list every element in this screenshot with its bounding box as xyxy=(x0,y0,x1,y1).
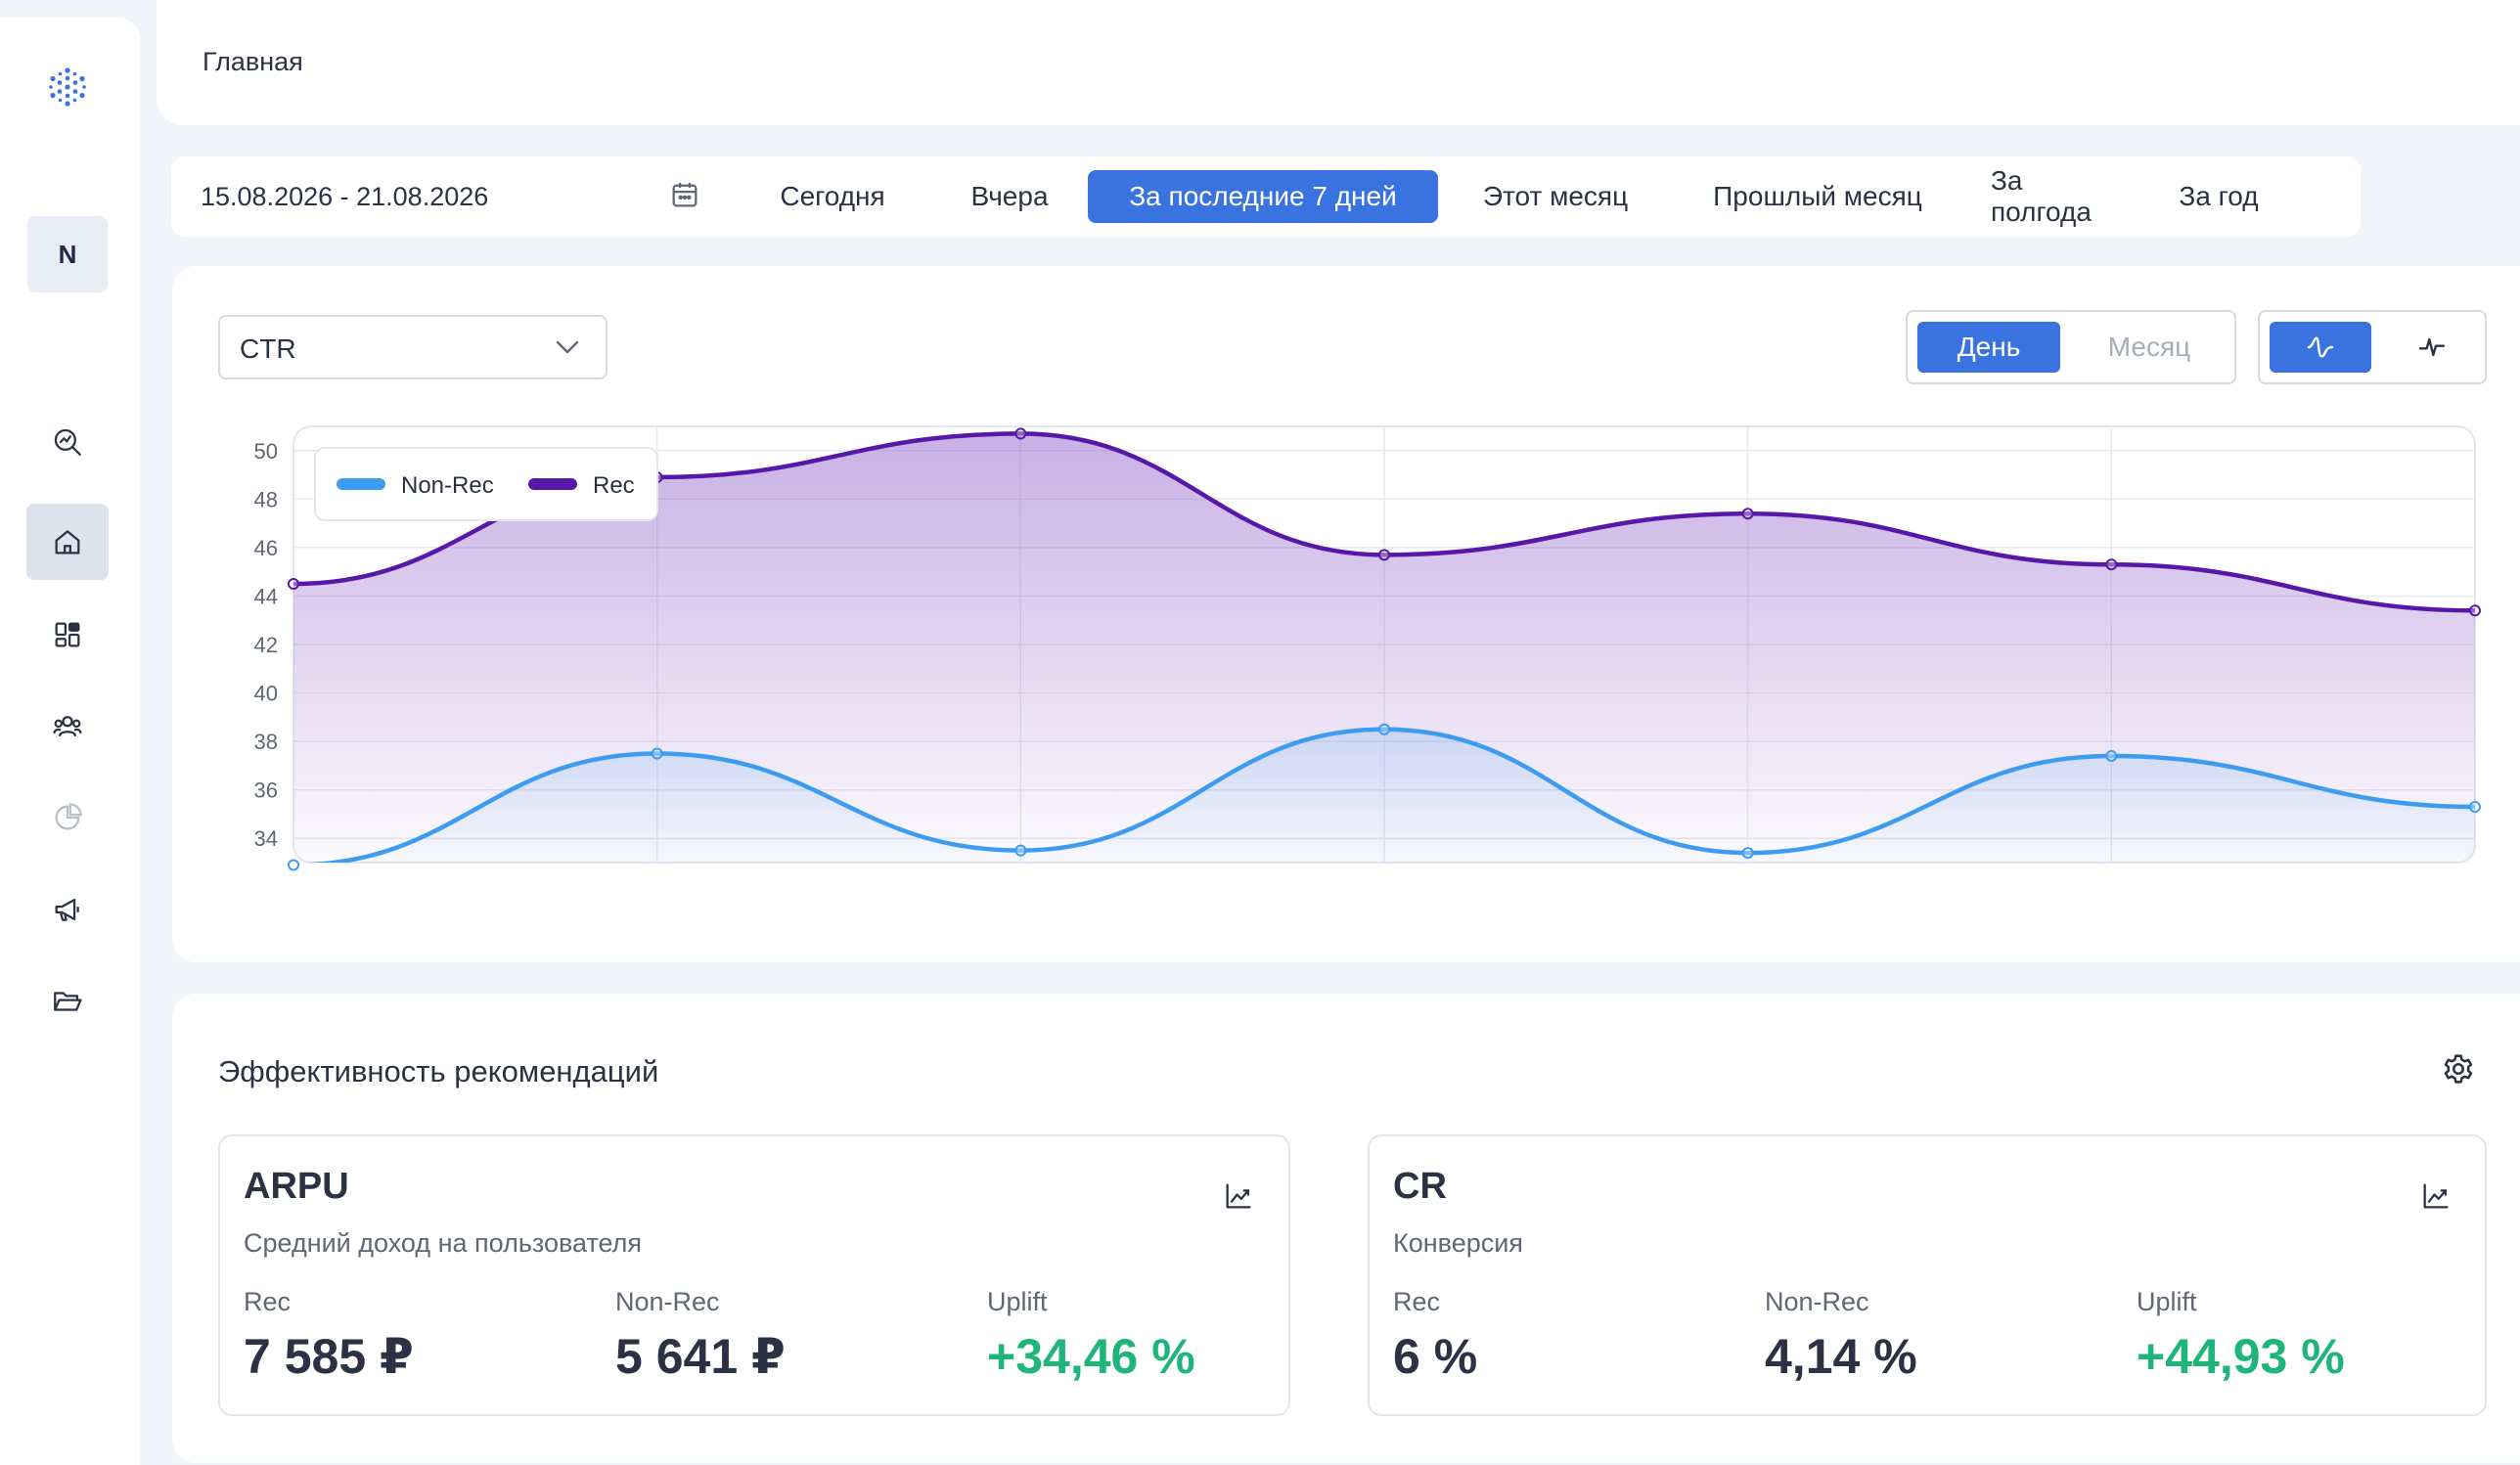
legend-swatch-non-rec xyxy=(337,478,385,490)
y-tick-label: 44 xyxy=(254,584,278,608)
folder-icon xyxy=(54,992,82,1011)
chart-style-toggle xyxy=(2258,310,2487,384)
chart-legend: Non-Rec Rec xyxy=(314,447,658,521)
data-point-rec xyxy=(1378,549,1390,561)
gear-icon[interactable] xyxy=(2440,1050,2477,1088)
legend-swatch-rec xyxy=(528,478,577,490)
kpi-rec-value: 6 % xyxy=(1393,1329,1478,1384)
home-icon xyxy=(55,530,80,555)
kpi-nonrec-value: 5 641 ₽ xyxy=(615,1329,786,1384)
kpi-subtitle: Конверсия xyxy=(1393,1228,1523,1258)
sidebar-item-home[interactable] xyxy=(26,504,109,580)
page-title: Главная xyxy=(202,47,303,76)
linear-line-icon xyxy=(2418,337,2446,357)
ctr-chart: 34 36 38 40 42 44 46 48 50 Non-Rec Rec xyxy=(254,425,2481,871)
y-tick-label: 40 xyxy=(254,682,278,706)
header: Главная xyxy=(157,0,2520,125)
sidebar-item-files[interactable] xyxy=(26,963,109,1040)
y-tick-label: 50 xyxy=(254,439,278,464)
kpi-card-cr: CR Конверсия Rec 6 % Non-Rec 4,14 % Upli… xyxy=(1368,1134,2487,1416)
period-last-month-button[interactable]: Прошлый месяц xyxy=(1713,181,1922,211)
date-range-bar: 15.08.2026 - 21.08.2026 Сегодня Вчера За… xyxy=(171,156,2361,237)
kpi-nonrec-label: Non-Rec xyxy=(615,1287,720,1316)
data-point-non-rec xyxy=(1741,847,1754,860)
calendar-icon[interactable] xyxy=(668,178,701,211)
kpi-nonrec-label: Non-Rec xyxy=(1765,1287,1869,1316)
megaphone-icon xyxy=(55,898,79,921)
legend-label-rec[interactable]: Rec xyxy=(593,472,635,499)
period-last-7-days-button[interactable]: За последние 7 дней xyxy=(1088,170,1438,223)
kpi-uplift-value: +34,46 % xyxy=(987,1329,1195,1384)
kpi-title: ARPU xyxy=(244,1166,349,1207)
data-point-non-rec xyxy=(2105,749,2118,762)
data-point-rec xyxy=(2469,604,2481,617)
kpi-uplift-label: Uplift xyxy=(987,1287,1048,1316)
data-point-non-rec xyxy=(288,859,299,871)
sidebar-item-search-stats[interactable] xyxy=(26,404,109,480)
kpi-uplift-label: Uplift xyxy=(2137,1287,2197,1316)
efficiency-card: Эффективность рекомендаций ARPU Средний … xyxy=(172,994,2520,1463)
data-point-non-rec xyxy=(1014,844,1027,857)
y-tick-label: 34 xyxy=(254,826,278,851)
sidebar-item-users[interactable] xyxy=(26,688,109,764)
area-non-rec xyxy=(293,729,2475,863)
trend-chart-icon[interactable] xyxy=(2419,1179,2452,1213)
kpi-subtitle: Средний доход на пользователя xyxy=(244,1228,643,1258)
data-point-rec xyxy=(1741,508,1754,520)
kpi-title: CR xyxy=(1393,1166,1447,1207)
chevron-down-icon xyxy=(556,340,579,354)
data-point-non-rec xyxy=(651,747,663,760)
legend-label-non-rec[interactable]: Non-Rec xyxy=(401,472,494,499)
kpi-rec-label: Rec xyxy=(244,1287,292,1316)
kpi-rec-value: 7 585 ₽ xyxy=(244,1329,414,1384)
y-tick-label: 38 xyxy=(254,730,278,754)
dashboard-icon xyxy=(55,622,80,647)
sidebar-item-reports[interactable] xyxy=(26,779,109,856)
sidebar: N xyxy=(0,18,140,1465)
metric-select[interactable]: CTR xyxy=(218,315,608,379)
period-year-button[interactable]: За год xyxy=(2179,181,2259,211)
kpi-nonrec-value: 4,14 % xyxy=(1765,1329,1917,1384)
pie-chart-icon xyxy=(55,803,82,830)
chart-style-smooth-button[interactable] xyxy=(2270,322,2371,373)
granularity-month-button[interactable]: Месяц xyxy=(2107,332,2191,362)
data-point-rec xyxy=(288,578,299,591)
period-yesterday-button[interactable]: Вчера xyxy=(970,181,1049,211)
period-today-button[interactable]: Сегодня xyxy=(780,181,885,211)
metric-select-value: CTR xyxy=(240,333,296,364)
granularity-day-button[interactable]: День xyxy=(1917,322,2060,373)
avatar[interactable]: N xyxy=(27,216,108,292)
kpi-card-arpu: ARPU Средний доход на пользователя Rec 7… xyxy=(218,1134,1290,1416)
search-stats-icon xyxy=(54,428,81,456)
data-point-rec xyxy=(1014,427,1027,440)
data-point-non-rec xyxy=(1378,723,1390,735)
series-line-non-rec xyxy=(293,727,2475,863)
period-half-year-button[interactable]: За полгода xyxy=(1991,165,2092,227)
trend-chart-icon[interactable] xyxy=(1222,1179,1255,1213)
y-tick-label: 48 xyxy=(254,487,278,511)
kpi-uplift-value: +44,93 % xyxy=(2137,1329,2345,1384)
efficiency-title: Эффективность рекомендаций xyxy=(218,1054,659,1088)
y-tick-label: 42 xyxy=(254,633,278,657)
data-point-non-rec xyxy=(2469,801,2481,814)
smooth-line-icon xyxy=(2307,336,2334,358)
granularity-toggle: День Месяц xyxy=(1906,310,2236,384)
sidebar-item-dashboard[interactable] xyxy=(26,597,109,673)
period-this-month-button[interactable]: Этот месяц xyxy=(1482,181,1629,211)
date-range-input[interactable]: 15.08.2026 - 21.08.2026 xyxy=(201,182,489,211)
data-point-rec xyxy=(2105,558,2118,571)
y-tick-label: 46 xyxy=(254,536,278,560)
logo-icon xyxy=(49,67,86,107)
y-tick-label: 36 xyxy=(254,778,278,803)
chart-style-linear-button[interactable] xyxy=(2381,322,2483,373)
users-icon xyxy=(53,716,82,737)
kpi-rec-label: Rec xyxy=(1393,1287,1441,1316)
chart-card: CTR День Месяц xyxy=(172,266,2520,962)
sidebar-item-campaigns[interactable] xyxy=(26,871,109,948)
